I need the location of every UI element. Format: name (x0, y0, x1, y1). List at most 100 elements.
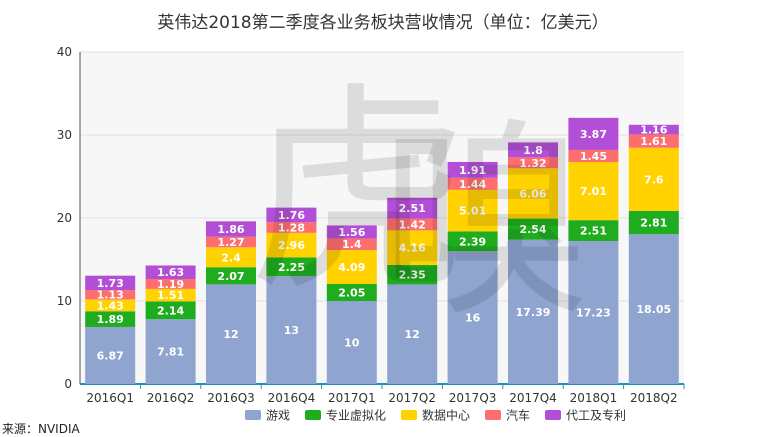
bar-segment (85, 326, 136, 384)
data-label: 12 (223, 328, 238, 341)
legend-label: 专业虚拟化 (326, 408, 386, 423)
x-tick-label: 2017Q3 (449, 391, 497, 405)
legend-swatch (245, 410, 261, 420)
data-label: 1.13 (97, 289, 124, 302)
data-label: 1.89 (97, 313, 124, 326)
data-label: 1.44 (459, 178, 486, 191)
data-label: 2.4 (221, 251, 241, 264)
bar-segment (508, 142, 558, 158)
bar-segment (326, 250, 377, 284)
data-label: 10 (344, 337, 360, 350)
data-label: 4.09 (338, 261, 365, 274)
data-label: 18.05 (636, 303, 671, 316)
data-label: 2.81 (640, 217, 667, 230)
x-tick-label: 2018Q2 (630, 391, 678, 405)
bar-segment (266, 222, 317, 233)
data-label: 12 (405, 328, 420, 341)
chart-title: 英伟达2018第二季度各业务板块营收情况（单位：亿美元） (157, 13, 609, 33)
bar-segment (145, 279, 196, 289)
bar-segment (206, 247, 256, 268)
bar-segment (628, 124, 679, 135)
bar-segment (145, 301, 196, 320)
x-tick-label: 2017Q2 (388, 391, 436, 405)
data-label: 6.87 (97, 349, 124, 362)
x-tick-label: 2016Q3 (207, 391, 255, 405)
legend-swatch (305, 410, 321, 420)
x-tick-label: 2017Q4 (509, 391, 557, 405)
data-label: 2.39 (459, 235, 486, 248)
legend-label: 游戏 (266, 409, 290, 423)
bar-segment (206, 221, 256, 237)
bar-segment (508, 218, 558, 240)
bar-segment (447, 177, 498, 190)
data-label: 1.56 (338, 226, 365, 239)
data-label: 7.01 (580, 185, 607, 198)
x-tick-label: 2016Q4 (268, 391, 316, 405)
x-tick-label: 2016Q1 (86, 391, 134, 405)
data-label: 1.4 (342, 238, 362, 251)
legend-label: 代工及专利 (566, 408, 626, 423)
bar-segment (85, 311, 136, 327)
data-label: 1.86 (217, 223, 244, 236)
bar-segment (508, 239, 558, 384)
data-label: 2.25 (278, 261, 305, 274)
data-label: 1.19 (157, 278, 184, 291)
bar-segment (145, 265, 196, 280)
legend-label: 汽车 (506, 408, 530, 423)
legend-swatch (545, 410, 561, 420)
legend-swatch (401, 410, 417, 420)
bar-segment (568, 117, 619, 150)
bar-segment (628, 234, 679, 384)
data-label: 2.51 (399, 202, 426, 215)
bar-segment (447, 231, 498, 252)
data-label: 1.16 (640, 124, 667, 137)
bar-segment (387, 284, 438, 384)
bar-segment (568, 220, 619, 241)
bar-segment (85, 299, 136, 312)
x-tick-label: 2018Q1 (570, 391, 618, 405)
bar-segment (266, 232, 317, 258)
bar-segment (206, 236, 256, 248)
data-label: 17.39 (516, 306, 551, 319)
data-label: 2.35 (399, 269, 426, 282)
data-label: 4.16 (399, 242, 426, 255)
y-tick-label: 30 (57, 128, 72, 142)
bar-segment (387, 230, 438, 265)
bar-segment (266, 257, 317, 277)
bar-segment (508, 157, 558, 169)
bar-segment (568, 161, 619, 221)
x-tick-label: 2017Q1 (328, 391, 376, 405)
bar-segment (387, 197, 438, 219)
bar-segment (326, 225, 377, 239)
y-tick-label: 0 (64, 377, 72, 391)
bar-segment (266, 276, 317, 384)
data-label: 1.28 (278, 222, 305, 235)
data-label: 1.76 (278, 209, 305, 222)
bar-segment (628, 210, 679, 235)
data-label: 1.91 (459, 164, 486, 177)
bar-segment (266, 207, 317, 223)
data-label: 1.73 (97, 277, 124, 290)
bar-segment (628, 134, 679, 148)
data-label: 5.01 (459, 205, 486, 218)
data-label: 7.6 (644, 173, 664, 186)
bar-segment (568, 240, 619, 384)
bar-segment (628, 147, 679, 211)
data-label: 1.27 (217, 236, 244, 249)
bar-segment (447, 251, 498, 384)
data-label: 1.61 (640, 135, 667, 148)
data-label: 2.14 (157, 304, 184, 317)
data-label: 7.81 (157, 346, 184, 359)
bar-segment (447, 189, 498, 232)
data-label: 2.51 (580, 225, 607, 238)
data-label: 3.87 (580, 128, 607, 141)
data-label: 2.05 (338, 286, 365, 299)
data-label: 1.43 (97, 299, 124, 312)
data-label: 2.07 (217, 270, 244, 283)
data-label: 2.96 (278, 239, 305, 252)
bar-segment (85, 275, 136, 291)
data-label: 16 (465, 312, 481, 325)
bar-segment (206, 284, 256, 384)
data-label: 1.63 (157, 266, 184, 279)
